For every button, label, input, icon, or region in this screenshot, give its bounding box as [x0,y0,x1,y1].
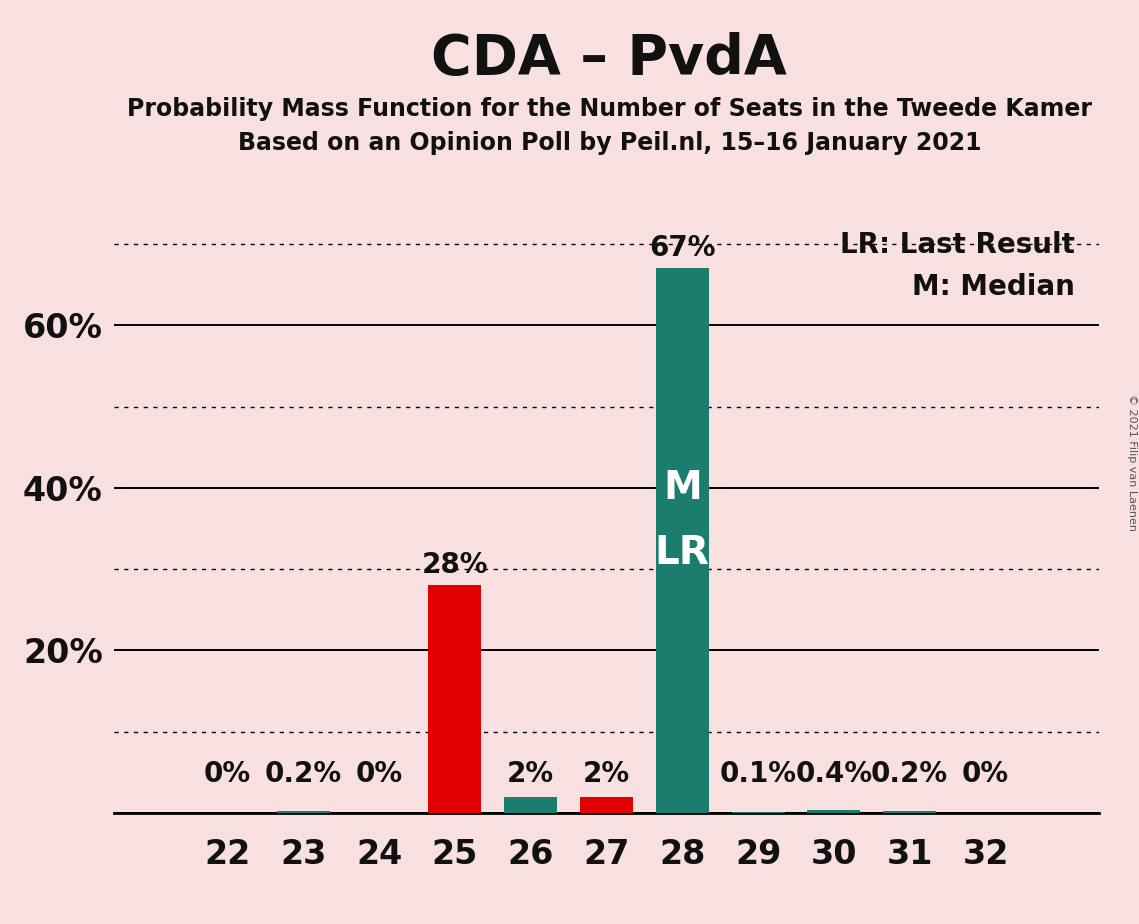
Text: M: M [663,468,702,507]
Bar [505,796,557,813]
Text: Based on an Opinion Poll by Peil.nl, 15–16 January 2021: Based on an Opinion Poll by Peil.nl, 15–… [238,131,981,155]
Text: 0.2%: 0.2% [871,760,949,788]
Text: CDA – PvdA: CDA – PvdA [432,32,787,86]
Text: 0.2%: 0.2% [264,760,342,788]
Bar [580,796,633,813]
Text: Probability Mass Function for the Number of Seats in the Tweede Kamer: Probability Mass Function for the Number… [126,97,1092,121]
Text: 0%: 0% [355,760,403,788]
Text: 28%: 28% [421,551,489,579]
Text: 2%: 2% [507,760,555,788]
Bar [808,809,860,813]
Text: 0%: 0% [962,760,1009,788]
Text: 0.4%: 0.4% [795,760,872,788]
Text: 67%: 67% [649,234,715,261]
Text: M: Median: M: Median [911,274,1074,301]
Text: 0%: 0% [204,760,251,788]
Text: 0.1%: 0.1% [720,760,796,788]
Bar [277,811,330,813]
Text: LR: LR [655,534,710,572]
Text: © 2021 Filip van Laenen: © 2021 Filip van Laenen [1126,394,1137,530]
Bar [883,811,936,813]
Bar [656,268,708,813]
Bar [428,586,482,813]
Text: 2%: 2% [583,760,630,788]
Text: LR: Last Result: LR: Last Result [839,231,1074,259]
